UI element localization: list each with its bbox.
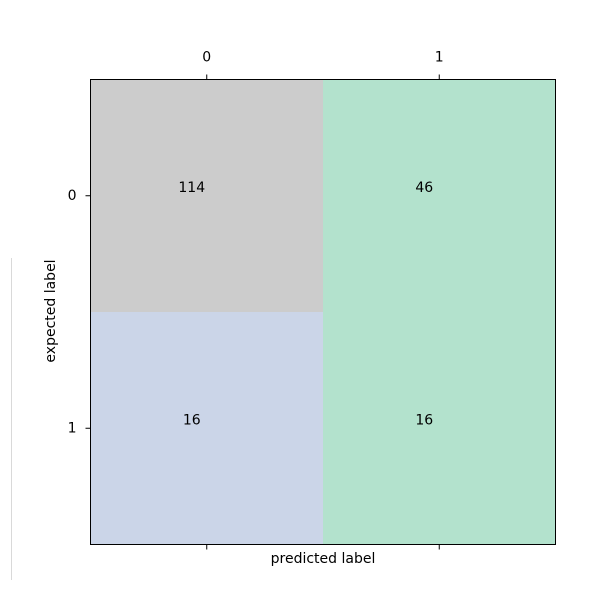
heatmap-cell-r1-c0 (90, 312, 323, 545)
y-tick-label-1: 1 (68, 420, 77, 436)
ticks-layer: 0 1 0 1 (68, 50, 444, 550)
cell-labels-layer: 114 46 16 16 (178, 180, 433, 429)
heatmap-cell-r0-c1 (323, 79, 556, 312)
cells-layer (90, 79, 556, 545)
x-tick-label-0: 0 (202, 50, 211, 66)
cell-value-label-r0-c1: 46 (415, 180, 433, 196)
cell-value-label-r0-c0: 114 (178, 180, 205, 196)
left-edge-divider (11, 258, 12, 580)
heatmap-cell-r1-c1 (323, 312, 556, 545)
heatmap-cell-r0-c0 (90, 79, 323, 312)
x-tick-label-1: 1 (435, 50, 444, 66)
x-axis-label: predicted label (271, 551, 376, 567)
plot-frame (90, 79, 556, 545)
y-axis-label: expected label (43, 259, 59, 362)
cell-value-label-r1-c0: 16 (183, 412, 201, 428)
y-tick-label-0: 0 (68, 188, 77, 204)
cell-value-label-r1-c1: 16 (415, 412, 433, 428)
